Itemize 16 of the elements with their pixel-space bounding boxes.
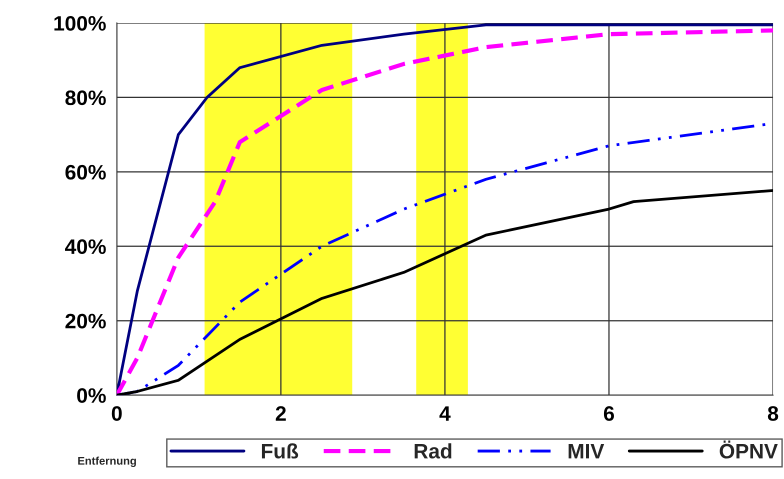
x-tick-label: 0 [112,406,122,421]
legend-label: ÖPNV [720,440,778,459]
x-axis-title: Entfernung [78,456,136,467]
y-tick-label: 0% [77,388,106,403]
y-tick-label: 60% [65,164,106,180]
legend-label: Fuß [262,443,298,459]
legend-label: MIV [568,444,604,458]
y-tick-label: 20% [65,314,106,328]
x-tick-label: 2 [276,406,286,421]
y-tick-label: 80% [65,90,106,106]
y-tick-label: 40% [65,239,106,254]
legend-label: Rad [414,443,452,459]
x-tick-label: 4 [439,406,451,421]
x-tick-label: 8 [768,406,778,421]
x-tick-label: 6 [604,406,614,421]
y-tick-label: 100% [54,16,106,31]
